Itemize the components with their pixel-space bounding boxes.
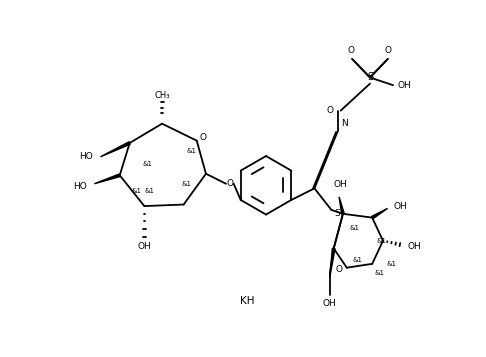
- Text: &1: &1: [187, 148, 197, 154]
- Text: CH₃: CH₃: [155, 91, 170, 100]
- Text: O: O: [326, 106, 333, 115]
- Text: OH: OH: [323, 300, 337, 308]
- Text: S: S: [367, 72, 373, 82]
- Text: O: O: [335, 265, 342, 274]
- Text: &1: &1: [375, 270, 384, 276]
- Text: &1: &1: [181, 181, 191, 187]
- Text: &1: &1: [131, 188, 141, 195]
- Text: O: O: [200, 133, 207, 142]
- Text: &1: &1: [144, 188, 155, 194]
- Text: &1: &1: [353, 257, 363, 263]
- Text: HO: HO: [79, 151, 93, 161]
- Polygon shape: [101, 142, 130, 157]
- Text: KH: KH: [240, 296, 254, 306]
- Text: S: S: [334, 209, 340, 218]
- Polygon shape: [330, 248, 335, 277]
- Text: OH: OH: [398, 81, 412, 90]
- Polygon shape: [94, 174, 120, 184]
- Text: O: O: [226, 179, 233, 188]
- Text: &1: &1: [376, 238, 386, 244]
- Text: OH: OH: [408, 242, 421, 251]
- Text: &1: &1: [349, 225, 359, 231]
- Polygon shape: [339, 197, 344, 214]
- Text: OH: OH: [394, 202, 408, 211]
- Text: OH: OH: [138, 242, 151, 251]
- Text: OH: OH: [334, 180, 347, 189]
- Text: O: O: [348, 46, 355, 55]
- Polygon shape: [371, 208, 388, 219]
- Text: O: O: [385, 46, 392, 55]
- Text: &1: &1: [143, 161, 153, 167]
- Text: N: N: [341, 119, 347, 128]
- Text: &1: &1: [387, 261, 397, 267]
- Text: HO: HO: [73, 182, 87, 191]
